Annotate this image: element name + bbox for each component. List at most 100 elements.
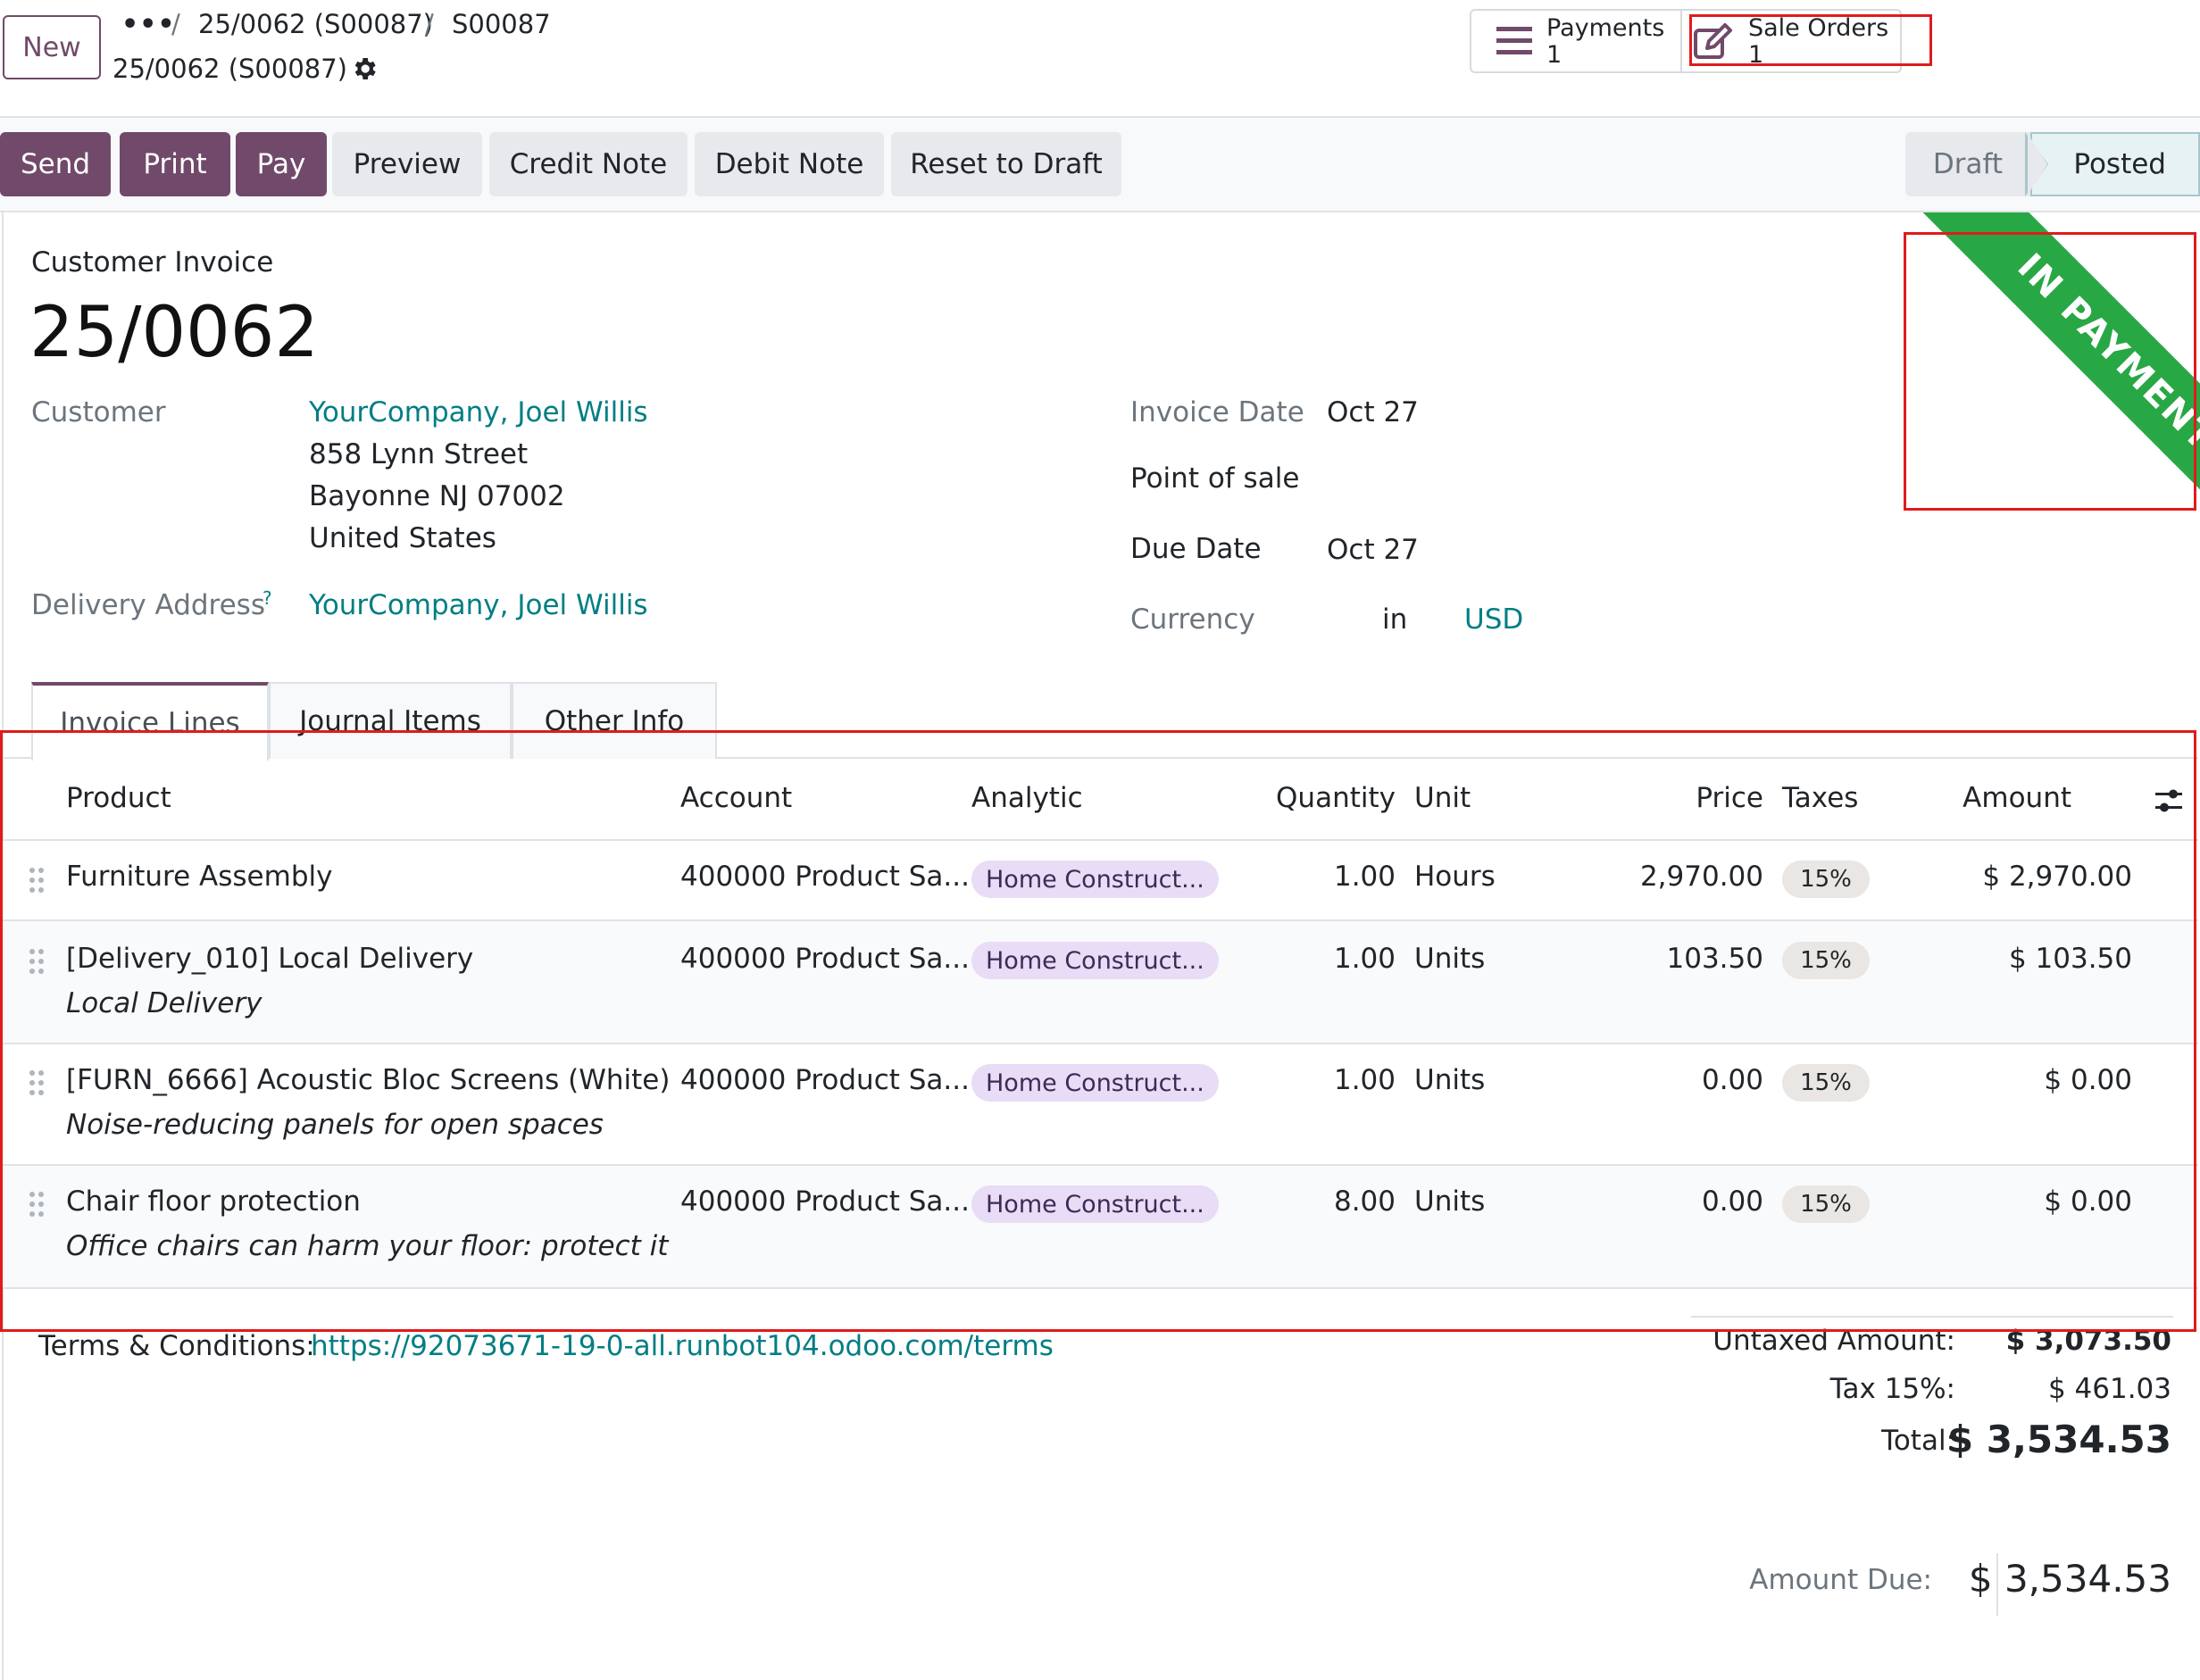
product-link[interactable]: [FURN_6666] Acoustic Bloc Screens (White… xyxy=(66,1064,671,1096)
account-cell[interactable]: 400000 Product Sa... xyxy=(680,1064,970,1096)
tax-badge[interactable]: 15% xyxy=(1782,1064,1870,1102)
address-line-3: United States xyxy=(309,522,496,554)
address-line-1: 858 Lynn Street xyxy=(309,438,529,470)
delivery-address-label: Delivery Address xyxy=(31,589,265,621)
drag-handle-icon[interactable] xyxy=(29,1069,45,1096)
breadcrumb-current: 25/0062 (S00087) xyxy=(112,54,347,84)
tax-badge[interactable]: 15% xyxy=(1782,861,1870,898)
list-icon xyxy=(1496,27,1532,54)
stage-draft[interactable]: Draft xyxy=(1905,132,2030,196)
drag-handle-icon[interactable] xyxy=(29,867,45,894)
sale-orders-label: Sale Orders xyxy=(1748,14,1889,42)
customer-link[interactable]: YourCompany, Joel Willis xyxy=(309,396,648,428)
tab-invoice-lines[interactable]: Invoice Lines xyxy=(31,682,269,761)
column-header-amount[interactable]: Amount xyxy=(1962,782,2071,814)
tax-badge[interactable]: 15% xyxy=(1782,942,1870,979)
table-row[interactable] xyxy=(2,1044,2198,1166)
analytic-tag[interactable]: Home Construct... xyxy=(971,942,1219,979)
drag-handle-icon[interactable] xyxy=(29,948,45,975)
row-divider xyxy=(2,1287,2198,1289)
amount-cell: $ 103.50 xyxy=(2008,943,2132,975)
drag-handle-icon[interactable] xyxy=(29,1191,45,1218)
column-header-analytic[interactable]: Analytic xyxy=(971,782,1083,814)
tab-journal-items[interactable]: Journal Items xyxy=(269,682,512,759)
sale-orders-count: 1 xyxy=(1748,41,1764,69)
account-cell[interactable]: 400000 Product Sa... xyxy=(680,1185,970,1218)
line-description: Noise-reducing panels for open spaces xyxy=(66,1109,604,1141)
invoice-type: Customer Invoice xyxy=(31,246,274,279)
due-date-value[interactable]: Oct 27 xyxy=(1327,534,1419,566)
breadcrumb-more[interactable]: ••• xyxy=(121,9,176,40)
payments-count: 1 xyxy=(1546,41,1562,69)
amount-cell: $ 0.00 xyxy=(2044,1185,2132,1218)
optional-columns-icon[interactable] xyxy=(2154,786,2184,816)
tab-other-info[interactable]: Other Info xyxy=(512,682,717,759)
quantity-cell[interactable]: 1.00 xyxy=(1333,943,1396,975)
invoice-number: 25/0062 xyxy=(29,293,320,373)
reset-to-draft-button[interactable]: Reset to Draft xyxy=(891,132,1121,196)
quantity-cell[interactable]: 1.00 xyxy=(1333,861,1396,893)
column-header-quantity[interactable]: Quantity xyxy=(1276,782,1396,814)
breadcrumb-invoice[interactable]: 25/0062 (S00087) xyxy=(198,9,433,39)
due-date-label: Due Date xyxy=(1130,533,1262,565)
column-header-price[interactable]: Price xyxy=(1696,782,1763,814)
ribbon: IN PAYMENT xyxy=(1902,212,2200,511)
delivery-address-link[interactable]: YourCompany, Joel Willis xyxy=(309,589,648,621)
untaxed-amount-label: Untaxed Amount: xyxy=(1712,1325,1955,1357)
breadcrumb-sale-order[interactable]: S00087 xyxy=(452,9,551,39)
quantity-cell[interactable]: 8.00 xyxy=(1333,1185,1396,1218)
analytic-tag[interactable]: Home Construct... xyxy=(971,1064,1219,1102)
unit-link[interactable]: Hours xyxy=(1414,861,1496,893)
smart-divider xyxy=(1680,11,1682,71)
column-header-unit[interactable]: Unit xyxy=(1414,782,1471,814)
row-divider xyxy=(2,1043,2198,1044)
table-row[interactable] xyxy=(2,921,2198,1043)
customer-label: Customer xyxy=(31,396,166,428)
currency-link[interactable]: USD xyxy=(1464,603,1524,636)
product-link[interactable]: Furniture Assembly xyxy=(66,861,333,893)
preview-button[interactable]: Preview xyxy=(332,132,482,196)
ribbon-label: IN PAYMENT xyxy=(1912,212,2200,511)
column-header-product[interactable]: Product xyxy=(66,782,171,814)
currency-label: Currency xyxy=(1130,603,1255,636)
untaxed-amount-value: $ 3,073.50 xyxy=(2005,1325,2171,1357)
quantity-cell[interactable]: 1.00 xyxy=(1333,1064,1396,1096)
analytic-tag[interactable]: Home Construct... xyxy=(971,1185,1219,1223)
new-button[interactable]: New xyxy=(3,15,101,79)
column-header-taxes[interactable]: Taxes xyxy=(1782,782,1859,814)
debit-note-button[interactable]: Debit Note xyxy=(695,132,884,196)
invoice-date-value[interactable]: Oct 27 xyxy=(1327,396,1419,428)
price-cell[interactable]: 103.50 xyxy=(1666,943,1763,975)
breadcrumb-separator: / xyxy=(425,9,434,39)
account-cell[interactable]: 400000 Product Sa... xyxy=(680,861,970,893)
terms-link[interactable]: https://92073671-19-0-all.runbot104.odoo… xyxy=(311,1330,1054,1362)
print-button[interactable]: Print xyxy=(120,132,230,196)
price-cell[interactable]: 0.00 xyxy=(1701,1064,1763,1096)
smart-buttons xyxy=(1470,9,1902,73)
credit-note-button[interactable]: Credit Note xyxy=(489,132,688,196)
table-row[interactable] xyxy=(2,1166,2198,1287)
invoice-date-label: Invoice Date xyxy=(1130,396,1304,428)
price-cell[interactable]: 0.00 xyxy=(1701,1185,1763,1218)
tax-badge[interactable]: 15% xyxy=(1782,1185,1870,1223)
pay-button[interactable]: Pay xyxy=(236,132,327,196)
analytic-tag[interactable]: Home Construct... xyxy=(971,861,1219,898)
account-cell[interactable]: 400000 Product Sa... xyxy=(680,943,970,975)
line-description: Local Delivery xyxy=(66,987,262,1019)
edit-icon xyxy=(1694,23,1732,59)
unit-link[interactable]: Units xyxy=(1414,943,1486,975)
address-line-2: Bayonne NJ 07002 xyxy=(309,480,565,512)
column-header-account[interactable]: Account xyxy=(680,782,793,814)
product-link[interactable]: Chair floor protection xyxy=(66,1185,361,1218)
product-link[interactable]: [Delivery_010] Local Delivery xyxy=(66,943,474,975)
send-button[interactable]: Send xyxy=(0,132,111,196)
unit-link[interactable]: Units xyxy=(1414,1185,1486,1218)
price-cell[interactable]: 2,970.00 xyxy=(1639,861,1763,893)
amount-due-value: $ 3,534.53 xyxy=(1968,1557,2171,1601)
stage-posted[interactable]: Posted xyxy=(2030,132,2200,196)
gear-icon[interactable] xyxy=(350,54,379,83)
help-tooltip-icon[interactable]: ? xyxy=(262,587,272,609)
row-divider xyxy=(2,919,2198,921)
unit-link[interactable]: Units xyxy=(1414,1064,1486,1096)
amount-due-divider xyxy=(1996,1553,1998,1616)
